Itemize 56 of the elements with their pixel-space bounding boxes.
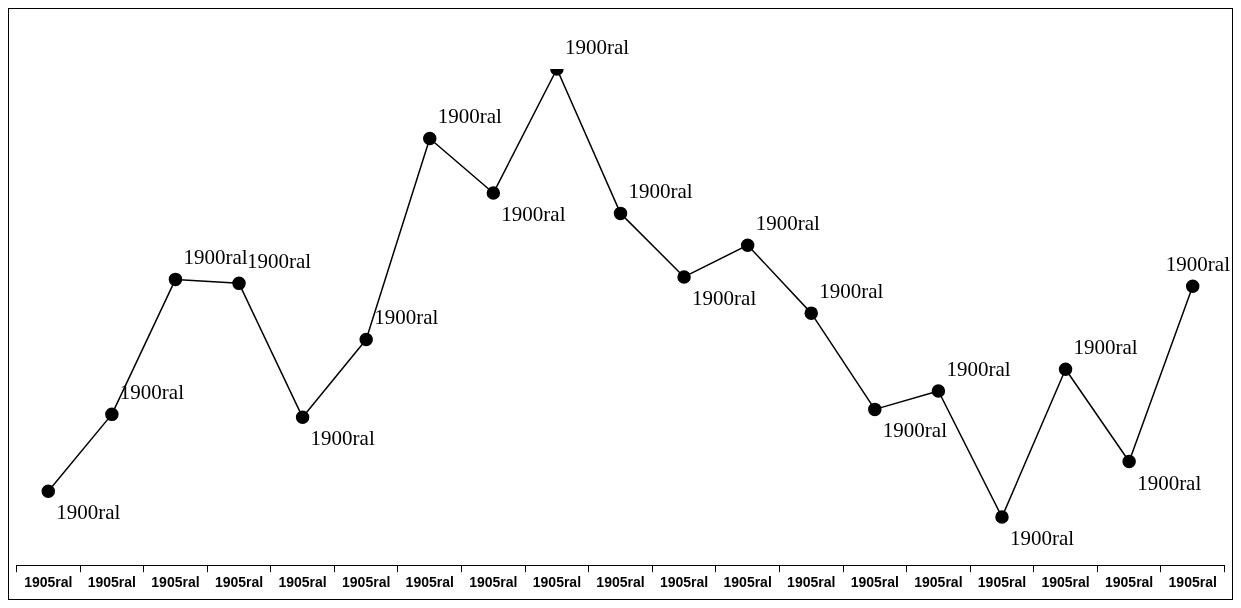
- annotation: 1900ral: [374, 305, 439, 330]
- annotation: 1900ral: [692, 285, 757, 310]
- annotation: 1900ral: [1073, 335, 1138, 360]
- x-tick-label: 1905ral: [469, 574, 518, 591]
- point: [740, 238, 755, 252]
- point: [1058, 362, 1073, 376]
- x-tick-label: 1905ral: [151, 574, 200, 591]
- x-tick-label: 1905ral: [787, 574, 836, 591]
- annotation: 1900ral: [755, 211, 820, 236]
- point: [613, 206, 628, 221]
- point: [359, 332, 373, 347]
- point: [486, 186, 501, 200]
- point: [868, 402, 882, 417]
- point: [1185, 279, 1200, 294]
- annotation: 1900ral: [310, 426, 375, 451]
- annotation: 1900ral: [247, 249, 312, 274]
- x-tick-label: 1905ral: [87, 574, 137, 591]
- annotation: 1900ral: [882, 418, 948, 443]
- x-tick-label: 1905ral: [596, 574, 645, 591]
- point: [41, 484, 56, 499]
- annotation: 1900ral: [501, 202, 566, 227]
- annotation: 1900ral: [819, 279, 884, 304]
- x-tick-label: 1905ral: [1041, 574, 1090, 591]
- point: [423, 131, 437, 146]
- point: [105, 407, 119, 422]
- point: [804, 306, 818, 320]
- point: [677, 270, 691, 284]
- annotation: 1900ral: [1137, 470, 1202, 495]
- point: [995, 510, 1009, 524]
- x-tick-label: 1905ral: [850, 574, 899, 591]
- x-tick-label: 1905ral: [1104, 574, 1154, 591]
- annotation: 1900ral: [56, 500, 121, 525]
- text: 1900ral: [564, 35, 630, 60]
- x-tick-label: 1905ral: [342, 574, 391, 591]
- x-tick-label: 1905ral: [532, 574, 582, 591]
- annotation: 1900ral: [119, 380, 185, 405]
- point: [1122, 454, 1136, 469]
- annotation: 1900ral: [946, 357, 1011, 382]
- x-tick-label: 1905ral: [24, 574, 73, 591]
- point: [168, 272, 183, 287]
- x-tick-label: 1905ral: [914, 574, 963, 591]
- annotation: 1900ral: [628, 179, 693, 204]
- point: [232, 276, 246, 291]
- annotation: 1900ral: [1009, 526, 1075, 551]
- x-tick-label: 1905ral: [1168, 574, 1217, 591]
- annotation: 1900ral: [437, 104, 503, 129]
- x-tick-label: 1905ral: [659, 574, 709, 591]
- annotation: 1900ral: [183, 245, 248, 270]
- x-tick-label: 1905ral: [278, 574, 327, 591]
- point: [295, 410, 310, 425]
- point: [931, 384, 946, 398]
- x-tick-label: 1905ral: [405, 574, 454, 591]
- annotation: 1900ral: [1165, 252, 1231, 277]
- x-tick-label: 1905ral: [977, 574, 1027, 591]
- x-tick-label: 1905ral: [214, 574, 264, 591]
- x-tick-label: 1905ral: [723, 574, 772, 591]
